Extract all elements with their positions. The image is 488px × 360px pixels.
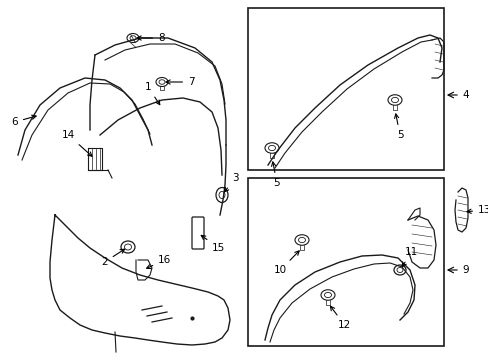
Text: 4: 4	[461, 90, 468, 100]
Text: 9: 9	[461, 265, 468, 275]
Text: 2: 2	[101, 249, 124, 267]
Text: 13: 13	[466, 205, 488, 215]
Text: 1: 1	[144, 82, 160, 105]
Text: 5: 5	[271, 162, 280, 188]
Text: 6: 6	[11, 115, 36, 127]
Text: 11: 11	[401, 247, 417, 267]
Text: 15: 15	[201, 235, 225, 253]
Text: 16: 16	[146, 255, 171, 269]
Bar	[247, 8, 443, 170]
Text: 10: 10	[273, 251, 299, 275]
Text: 14: 14	[61, 130, 92, 156]
Text: 3: 3	[224, 173, 238, 192]
Text: 12: 12	[330, 306, 350, 330]
Bar	[247, 178, 443, 346]
Text: 8: 8	[137, 33, 164, 43]
Text: 7: 7	[166, 77, 194, 87]
Text: 5: 5	[394, 114, 403, 140]
